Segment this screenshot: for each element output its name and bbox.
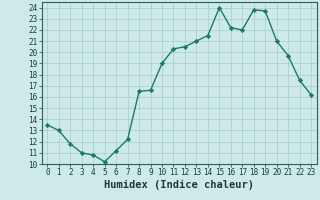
X-axis label: Humidex (Indice chaleur): Humidex (Indice chaleur): [104, 180, 254, 190]
